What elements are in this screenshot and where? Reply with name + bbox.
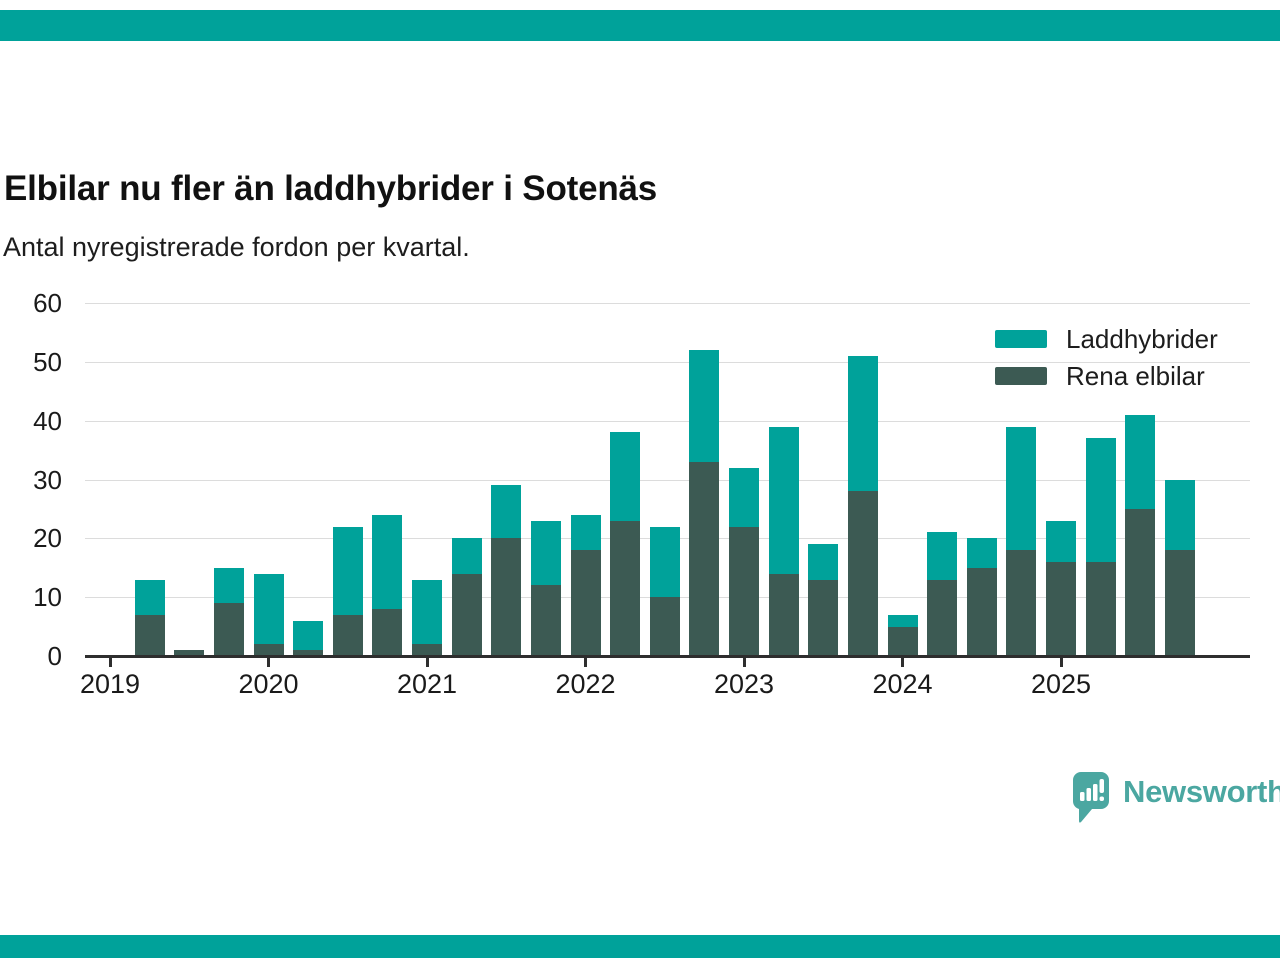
bar-2019-q3-rena-elbilar [174,650,205,656]
bar-2021-q3-rena-elbilar [491,538,522,656]
bar-2022-q2-rena-elbilar [610,520,641,656]
x-tick-2021 [425,658,429,667]
x-tick-2023 [742,658,746,667]
chart-subtitle: Antal nyregistrerade fordon per kvartal. [3,232,470,262]
gridline-y-30 [85,479,1250,481]
x-tick-2022 [584,658,587,667]
bar-2024-q2-rena-elbilar [927,579,958,656]
bar-2019-q4-rena-elbilar [213,603,244,656]
bar-2024-q1-rena-elbilar [887,626,918,656]
bar-2024-q1-laddhybrider [887,614,918,627]
bar-2023-q3-rena-elbilar [808,579,839,656]
y-tick-label-10: 10 [33,582,62,613]
bar-2021-q4-rena-elbilar [530,585,561,656]
bar-2023-q1-laddhybrider [729,467,759,527]
bar-2022-q4-rena-elbilar [689,461,720,656]
bar-2023-q4-laddhybrider [847,355,878,492]
bar-2019-q2-rena-elbilar [134,614,165,656]
bar-2022-q2-laddhybrider [610,432,641,521]
bar-2024-q3-rena-elbilar [966,567,997,656]
gridline-y-40 [85,420,1250,422]
bar-2020-q4-rena-elbilar [372,608,403,656]
newsworthy-logo-text: Newsworthy [1123,774,1280,809]
bar-2025-q1-rena-elbilar [1046,561,1076,656]
legend-label-laddhybrider: Laddhybrider [1066,324,1218,354]
newsworthy-logo: Newsworthy [1073,772,1280,828]
bar-2019-q4-laddhybrider [213,567,244,604]
y-tick-label-50: 50 [33,346,62,377]
legend-swatch-rena-elbilar [995,367,1047,385]
bottom-accent-band [0,935,1280,958]
bar-2020-q2-rena-elbilar [293,650,324,656]
bar-2024-q4-rena-elbilar [1006,550,1037,656]
bar-2024-q4-laddhybrider [1006,426,1037,551]
gridline-y-60 [85,303,1250,304]
x-tick-label-2021: 2021 [396,669,458,699]
bar-2025-q2-rena-elbilar [1085,561,1116,656]
bar-2025-q2-laddhybrider [1085,438,1116,562]
bar-2021-q3-laddhybrider [491,485,522,539]
bar-2025-q4-laddhybrider [1164,479,1195,551]
bar-2020-q3-laddhybrider [332,526,363,615]
bar-2021-q1-rena-elbilar [412,644,442,656]
y-tick-label-60: 60 [33,288,62,318]
bar-2022-q4-laddhybrider [689,350,720,462]
bar-2021-q2-rena-elbilar [451,573,482,656]
legend-item-rena-elbilar: Rena elbilar [995,361,1218,391]
x-tick-label-2023: 2023 [713,669,775,699]
bar-2023-q2-rena-elbilar [768,573,799,656]
y-tick-label-20: 20 [33,523,62,554]
bar-2022-q3-rena-elbilar [649,597,680,656]
bar-2023-q3-laddhybrider [808,544,839,580]
bar-2020-q1-laddhybrider [253,573,284,645]
bar-2021-q2-laddhybrider [451,538,482,574]
bar-2020-q3-rena-elbilar [332,614,363,656]
bar-2022-q3-laddhybrider [649,526,680,598]
bar-2019-q2-laddhybrider [134,579,165,615]
newsworthy-logo-icon [1073,772,1109,823]
legend-item-laddhybrider: Laddhybrider [995,324,1218,354]
top-accent-band [0,10,1280,41]
bar-2025-q3-laddhybrider [1125,414,1156,509]
bar-2023-q1-rena-elbilar [729,526,759,656]
x-axis-line [85,655,1250,658]
x-tick-label-2024: 2024 [872,669,933,699]
legend-label-rena-elbilar: Rena elbilar [1066,361,1205,391]
bar-2023-q2-laddhybrider [768,426,799,574]
legend-swatch-laddhybrider [995,330,1047,348]
x-tick-2019 [108,658,112,667]
x-tick-label-2025: 2025 [1030,669,1092,699]
bar-2022-q1-laddhybrider [570,514,601,551]
x-tick-2024 [901,658,904,667]
legend: Laddhybrider Rena elbilar [995,324,1218,391]
x-tick-label-2022: 2022 [555,669,616,699]
bar-2025-q4-rena-elbilar [1164,550,1195,656]
plot-area [85,303,1250,656]
y-tick-label-0: 0 [47,641,62,671]
bar-2024-q3-laddhybrider [966,538,997,568]
gridline-y-50 [85,361,1250,363]
bar-2023-q4-rena-elbilar [847,491,878,656]
y-tick-label-30: 30 [33,464,62,495]
bar-2024-q2-laddhybrider [927,532,958,580]
bar-2021-q1-laddhybrider [412,579,442,645]
x-tick-label-2019: 2019 [79,669,141,699]
bar-2025-q3-rena-elbilar [1125,508,1156,656]
x-tick-2025 [1059,658,1063,667]
bar-2020-q1-rena-elbilar [253,644,284,656]
x-tick-label-2020: 2020 [238,669,299,699]
bar-2020-q4-laddhybrider [372,514,403,609]
x-tick-2020 [267,658,270,667]
chart-title: Elbilar nu fler än laddhybrider i Sotenä… [4,169,658,209]
bar-2022-q1-rena-elbilar [570,550,601,656]
bar-2025-q1-laddhybrider [1046,520,1076,562]
y-tick-label-40: 40 [33,405,62,436]
bar-2021-q4-laddhybrider [530,520,561,586]
bar-2020-q2-laddhybrider [293,620,324,651]
